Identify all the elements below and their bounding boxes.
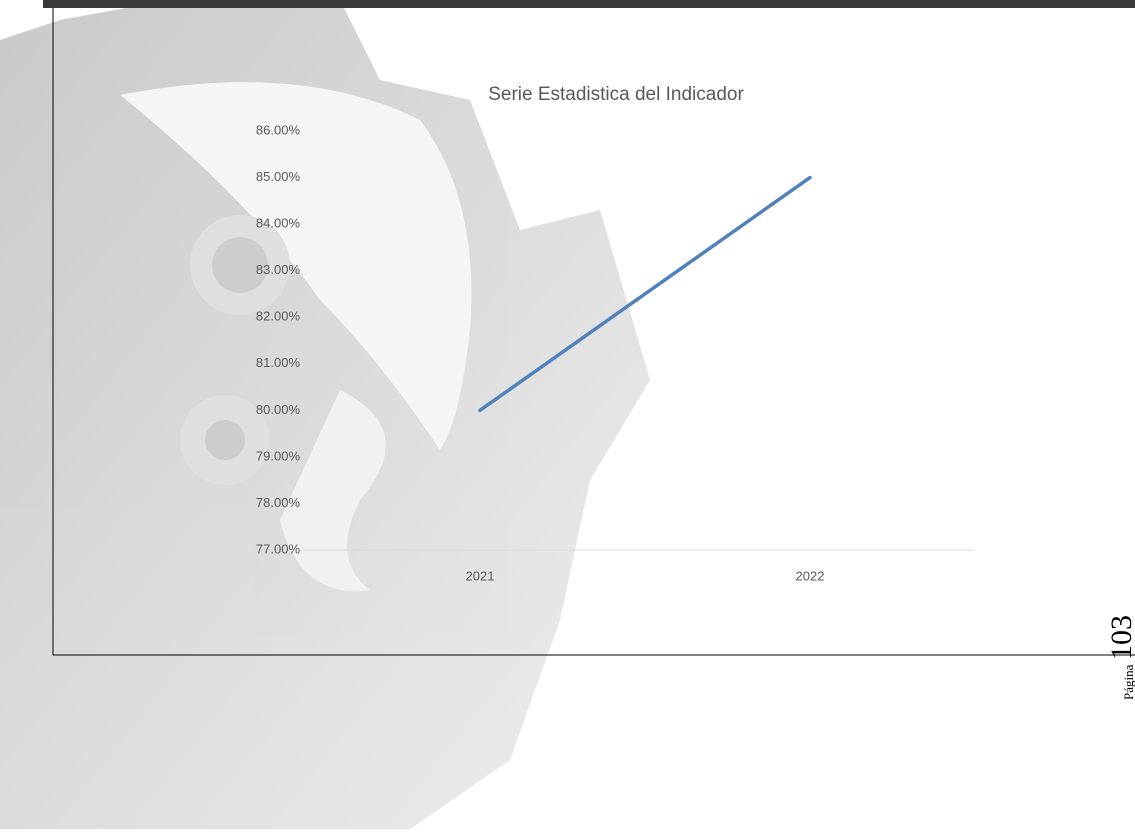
y-tick-label: 82.00% [256, 309, 301, 324]
y-tick-label: 77.00% [256, 541, 301, 556]
y-tick-label: 81.00% [256, 355, 301, 370]
y-tick-label: 80.00% [256, 402, 301, 417]
page-label: Página [1121, 664, 1135, 700]
chart-title: Serie Estadistica del Indicador [488, 84, 744, 105]
watermark [0, 0, 650, 829]
y-tick-label: 84.00% [256, 216, 301, 231]
y-tick-label: 78.00% [256, 495, 301, 510]
y-tick-label: 79.00% [256, 448, 301, 463]
y-tick-label: 83.00% [256, 262, 301, 277]
page: Serie Estadistica del Indicador 77.00% 78… [0, 0, 1135, 829]
x-tick-label: 2021 [466, 568, 495, 583]
x-tick-label: 2022 [796, 568, 825, 583]
y-tick-label: 85.00% [256, 169, 301, 184]
page-number: 103 [1105, 615, 1135, 660]
top-bar [43, 0, 1135, 8]
y-tick-label: 86.00% [256, 122, 301, 137]
page-footer: Página 103 [1105, 615, 1135, 700]
